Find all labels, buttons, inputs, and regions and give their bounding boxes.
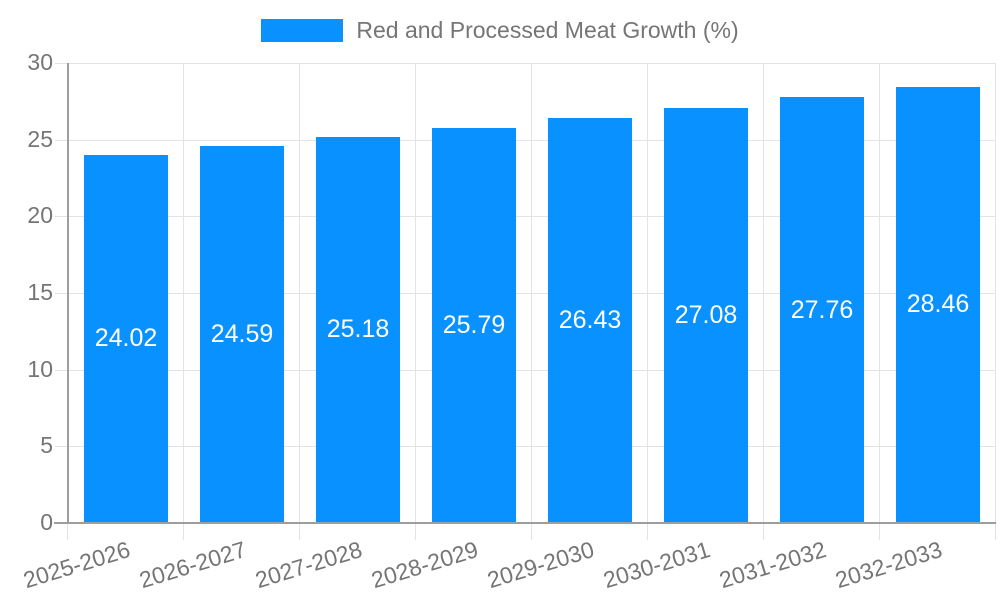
bar-value-label: 27.08: [674, 300, 738, 329]
x-gridline: [531, 63, 532, 523]
y-tick: [55, 446, 68, 448]
x-tick: [183, 523, 184, 540]
x-gridline: [415, 63, 416, 523]
x-axis-line: [54, 522, 996, 524]
y-tick-label: 5: [40, 432, 53, 459]
y-gridline: [68, 63, 996, 64]
x-tick-label: 2028-2029: [368, 536, 482, 594]
bar[interactable]: 28.46: [896, 86, 980, 523]
x-tick-label: 2031-2032: [716, 536, 830, 594]
y-tick: [55, 63, 68, 64]
bar-value-label: 25.18: [326, 315, 390, 344]
bar[interactable]: 26.43: [548, 117, 632, 523]
bar-value-label: 26.43: [558, 305, 622, 334]
y-tick: [55, 139, 68, 141]
x-gridline: [299, 63, 300, 523]
x-tick: [763, 523, 764, 540]
bar-value-label: 28.46: [906, 290, 970, 319]
x-gridline: [647, 63, 648, 523]
y-tick: [55, 216, 68, 218]
y-tick-label: 30: [27, 49, 53, 76]
y-tick-label: 10: [27, 355, 53, 382]
y-tick: [55, 369, 68, 371]
bar-value-label: 27.76: [790, 295, 854, 324]
x-gridline: [995, 63, 996, 523]
y-tick: [55, 293, 68, 294]
y-gridline: [68, 216, 996, 218]
y-tick-label: 20: [27, 202, 53, 229]
x-tick-label: 2029-2030: [484, 536, 598, 594]
x-tick-label: 2030-2031: [600, 536, 714, 594]
y-gridline: [68, 369, 996, 371]
bar[interactable]: 24.02: [84, 154, 168, 523]
y-axis-line: [67, 63, 69, 523]
x-tick: [647, 523, 648, 540]
x-tick-label: 2027-2028: [252, 536, 366, 594]
x-tick: [995, 523, 996, 540]
x-tick-label: 2032-2033: [832, 536, 946, 594]
y-gridline: [68, 446, 996, 448]
bar-value-label: 24.02: [94, 324, 158, 353]
bar-value-label: 25.79: [442, 310, 506, 339]
x-tick: [415, 523, 416, 540]
x-tick: [531, 523, 532, 540]
y-gridline: [68, 139, 996, 141]
legend-swatch-icon: [261, 19, 344, 43]
y-tick-label: 25: [27, 125, 53, 152]
bar[interactable]: 27.08: [664, 107, 748, 523]
bar[interactable]: 25.79: [432, 127, 516, 523]
y-tick-label: 15: [27, 279, 53, 306]
x-tick: [67, 523, 68, 540]
x-tick: [879, 523, 880, 540]
y-gridline: [68, 293, 996, 294]
x-tick: [299, 523, 300, 540]
y-tick-label: 0: [40, 509, 53, 536]
bar[interactable]: 25.18: [316, 136, 400, 523]
x-tick-label: 2026-2027: [136, 536, 250, 594]
x-gridline: [763, 63, 764, 523]
bar[interactable]: 24.59: [200, 145, 284, 523]
legend[interactable]: Red and Processed Meat Growth (%): [0, 17, 1000, 43]
bar-value-label: 24.59: [210, 319, 274, 348]
legend-label: Red and Processed Meat Growth (%): [356, 17, 739, 43]
x-gridline: [879, 63, 880, 523]
bar[interactable]: 27.76: [780, 97, 864, 523]
x-gridline: [183, 63, 184, 523]
plot-area: 0 5 10 15 20 25 30 24.02 2025-2026 24.59 2026-2027…: [20, 51, 996, 593]
x-tick-label: 2025-2026: [20, 536, 134, 594]
